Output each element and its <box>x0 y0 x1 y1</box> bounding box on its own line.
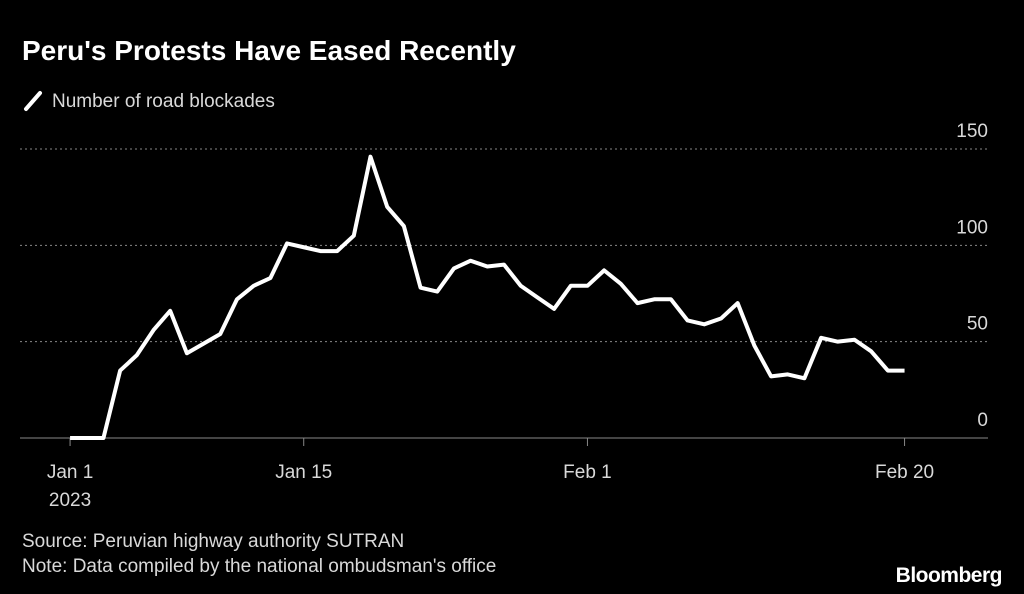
y-tick-label: 0 <box>977 410 988 431</box>
x-tick-label: Jan 1 <box>47 462 93 483</box>
x-tick-label: Feb 20 <box>875 462 934 483</box>
line <box>70 154 905 440</box>
x-tick-label: Jan 15 <box>275 462 332 483</box>
legend-swatch <box>24 91 42 111</box>
y-tick-label: 150 <box>956 121 988 142</box>
chart-title: Peru's Protests Have Eased Recently <box>22 35 516 66</box>
x-year-label: 2023 <box>49 490 91 511</box>
legend-label: Number of road blockades <box>52 91 275 112</box>
note: Note: Data compiled by the national ombu… <box>22 556 496 577</box>
x-tick-label: Feb 1 <box>563 462 612 483</box>
source: Source: Peruvian highway authority SUTRA… <box>22 531 404 552</box>
y-tick-label: 50 <box>967 314 988 335</box>
y-tick-label: 100 <box>956 217 988 238</box>
brand: Bloomberg <box>896 564 1002 587</box>
